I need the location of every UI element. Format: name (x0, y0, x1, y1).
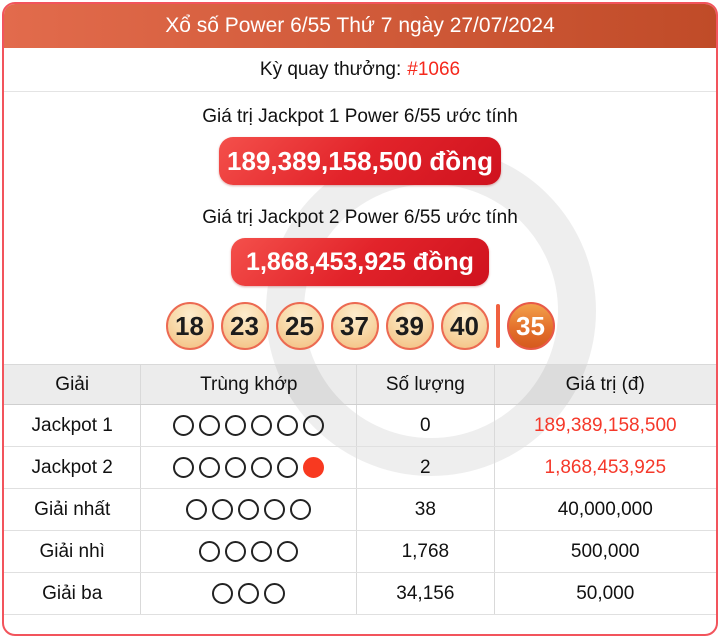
special-ball: 35 (506, 302, 555, 350)
prize-value: 189,389,158,500 (533, 414, 677, 436)
draw-period-line: Kỳ quay thưởng: #1066 (4, 48, 716, 92)
header-count: Số lượng (357, 365, 495, 404)
header-match: Trùng khớp (141, 365, 358, 404)
match-pattern (141, 531, 358, 572)
prize-value: 40,000,000 (557, 498, 653, 520)
ball: 39 (385, 302, 434, 350)
table-row: Giải ba 34,156 50,000 (4, 573, 716, 615)
match-circle-icon (264, 583, 286, 604)
match-circle-icon (303, 415, 325, 436)
prizes-table-header: Giải Trùng khớp Số lượng Giá trị (đ) (4, 365, 716, 405)
table-row: Giải nhì 1,768 500,000 (4, 531, 716, 573)
match-circle-icon (251, 457, 273, 478)
prize-value: 500,000 (570, 540, 640, 562)
ball: 23 (220, 302, 269, 350)
winner-count: 0 (357, 405, 495, 446)
jackpot2-label: Giá trị Jackpot 2 Power 6/55 ước tính (202, 207, 518, 228)
ball: 37 (330, 302, 379, 350)
match-pattern (141, 573, 358, 614)
winner-count: 38 (357, 489, 495, 530)
prize-name: Giải nhất (4, 489, 142, 530)
match-circle-icon (173, 457, 195, 478)
jackpot1-label: Giá trị Jackpot 1 Power 6/55 ước tính (202, 106, 518, 127)
match-pattern (141, 405, 358, 446)
prize-name: Jackpot 1 (4, 405, 142, 446)
prize-name: Giải nhì (4, 531, 142, 572)
match-circle-filled-icon (303, 457, 325, 478)
match-circle-icon (225, 457, 247, 478)
table-row: Jackpot 2 2 1,868,453,925 (4, 447, 716, 489)
prize-value: 1,868,453,925 (544, 456, 667, 478)
match-pattern (141, 489, 358, 530)
match-circle-icon (238, 583, 260, 604)
match-circle-icon (277, 541, 299, 562)
ball: 25 (275, 302, 324, 350)
prizes-table-body: Jackpot 1 0 189,389,158,500 Jackpot 2 2 1,868… (4, 405, 716, 615)
winner-count: 1,768 (357, 531, 495, 572)
page-title: Xổ số Power 6/55 Thứ 7 ngày 27/07/2024 (165, 14, 555, 37)
match-circle-icon (225, 541, 247, 562)
ball: 18 (165, 302, 214, 350)
winner-count: 2 (357, 447, 495, 488)
ball: 40 (440, 302, 489, 350)
jackpot2-amount-button[interactable]: 1,868,453,925 đồng (231, 238, 489, 286)
winning-numbers-row: 18 23 25 37 39 40 35 (4, 302, 716, 350)
match-circle-icon (199, 541, 221, 562)
draw-period-label: Kỳ quay thưởng: (259, 58, 402, 80)
match-circle-icon (277, 415, 299, 436)
header-prize: Giải (4, 365, 142, 404)
card-header: Xổ số Power 6/55 Thứ 7 ngày 27/07/2024 (4, 4, 716, 48)
match-circle-icon (199, 457, 221, 478)
match-pattern (141, 447, 358, 488)
table-row: Giải nhất 38 40,000,000 (4, 489, 716, 531)
match-circle-icon (212, 499, 234, 520)
match-circle-icon (199, 415, 221, 436)
header-value: Giá trị (đ) (565, 373, 645, 395)
match-circle-icon (290, 499, 312, 520)
match-circle-icon (225, 415, 247, 436)
match-circle-icon (238, 499, 260, 520)
winner-count: 34,156 (357, 573, 495, 614)
prize-name: Giải ba (4, 573, 142, 614)
ball-divider (495, 304, 500, 348)
match-circle-icon (264, 499, 286, 520)
match-circle-icon (173, 415, 195, 436)
prizes-table: Giải Trùng khớp Số lượng Giá trị (đ) Jac… (4, 364, 716, 615)
prize-value: 50,000 (576, 582, 635, 604)
match-circle-icon (251, 415, 273, 436)
table-row: Jackpot 1 0 189,389,158,500 (4, 405, 716, 447)
prize-name: Jackpot 2 (4, 447, 142, 488)
jackpot1-amount-button[interactable]: 189,389,158,500 đồng (219, 137, 501, 185)
match-circle-icon (277, 457, 299, 478)
match-circle-icon (251, 541, 273, 562)
match-circle-icon (212, 583, 234, 604)
match-circle-icon (186, 499, 208, 520)
draw-period-number: #1066 (407, 58, 461, 80)
